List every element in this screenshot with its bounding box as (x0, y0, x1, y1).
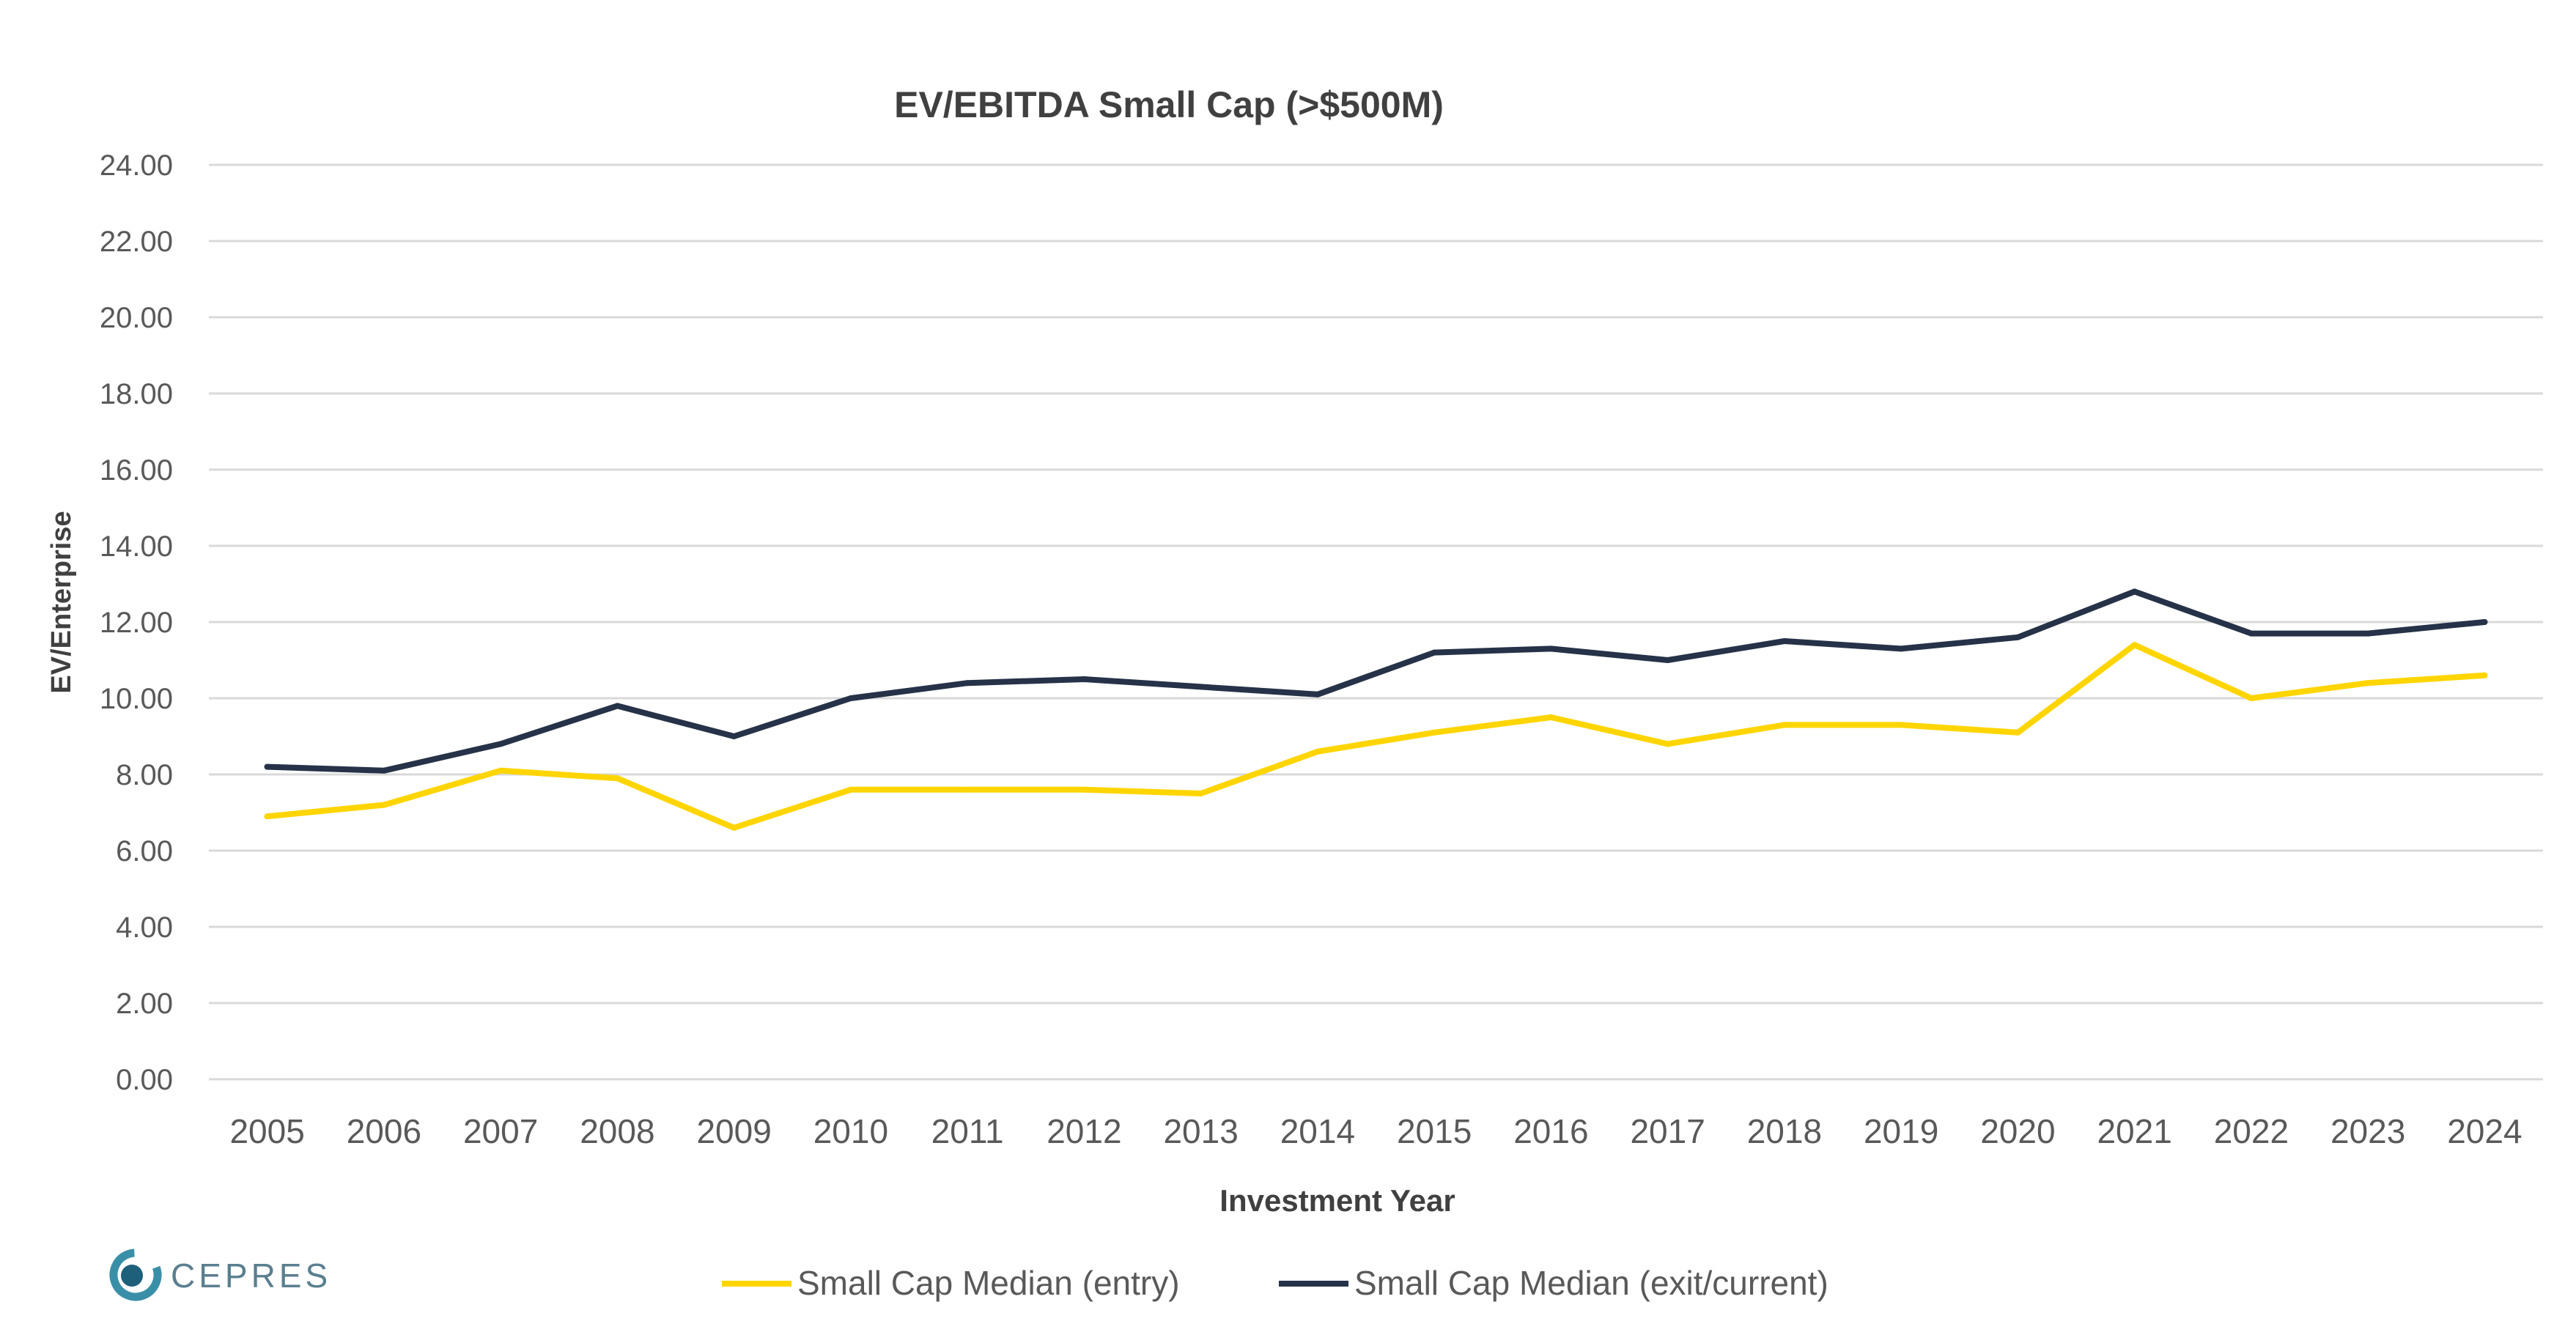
gridlines (209, 163, 2543, 1081)
logo-dot-icon (121, 1265, 143, 1287)
y-tick-label: 2.00 (116, 988, 173, 1020)
data-point (731, 733, 737, 739)
y-tick-label: 6.00 (116, 835, 173, 867)
x-tick-label: 2009 (696, 1112, 771, 1150)
data-point (2015, 634, 2021, 640)
data-point (1314, 748, 1321, 755)
data-point (964, 680, 971, 687)
x-tick-label: 2010 (813, 1112, 888, 1150)
data-point (264, 813, 270, 820)
data-point (498, 767, 504, 774)
data-point (614, 775, 621, 782)
data-point (2365, 680, 2372, 687)
data-point (2481, 672, 2488, 678)
x-tick-label: 2015 (1397, 1112, 1472, 1150)
y-tick-label: 10.00 (100, 683, 173, 715)
logo-ring-icon (109, 1248, 162, 1301)
y-tick-label: 16.00 (100, 454, 173, 486)
x-tick-label: 2020 (1980, 1112, 2055, 1150)
data-point (1197, 684, 1204, 690)
data-point (614, 703, 621, 709)
x-axis-ticks: 2005 2006 2007 2008 2009 2010 2011 2012 2013 2014… (229, 1112, 2522, 1150)
data-point (1431, 649, 1438, 656)
y-tick-label: 8.00 (116, 759, 173, 791)
x-tick-label: 2012 (1047, 1112, 1121, 1150)
data-point (1431, 729, 1438, 736)
x-tick-label: 2006 (347, 1112, 421, 1150)
data-point (731, 824, 737, 831)
data-point (1081, 676, 1088, 682)
x-tick-label: 2014 (1280, 1112, 1355, 1150)
series-line-1 (264, 642, 2488, 831)
data-point (1548, 714, 1554, 720)
x-tick-label: 2005 (229, 1112, 304, 1150)
y-tick-label: 22.00 (100, 226, 173, 258)
chart-title: EV/EBITDA Small Cap (>$500M) (894, 84, 1444, 125)
y-tick-label: 18.00 (100, 378, 173, 410)
data-point (380, 767, 387, 774)
data-point (1081, 786, 1088, 793)
data-point (847, 786, 854, 793)
x-tick-label: 2017 (1630, 1112, 1705, 1150)
legend-label: Small Cap Median (entry) (797, 1264, 1180, 1302)
legend: Small Cap Median (entry) Small Cap Median… (722, 1264, 1828, 1302)
data-point (847, 695, 854, 701)
y-tick-label: 14.00 (100, 530, 173, 563)
data-point (2248, 695, 2254, 701)
y-tick-label: 0.00 (116, 1064, 173, 1096)
data-point (2131, 642, 2138, 648)
legend-label: Small Cap Median (exit/current) (1354, 1264, 1828, 1302)
cepres-logo: CEPRES (109, 1248, 331, 1301)
x-axis-label: Investment Year (1219, 1183, 1455, 1218)
x-tick-label: 2011 (931, 1112, 1004, 1150)
data-point (2481, 619, 2488, 625)
y-axis-ticks: 0.00 2.00 4.00 6.00 8.00 10.00 12.00 14.00 16.00… (100, 149, 173, 1096)
data-point (1664, 657, 1671, 663)
series-lines (264, 588, 2488, 831)
y-tick-label: 12.00 (100, 607, 173, 639)
y-axis-label: EV/Enterprise (46, 511, 77, 693)
data-point (1548, 645, 1554, 652)
data-point (1781, 722, 1787, 728)
y-tick-label: 20.00 (100, 302, 173, 334)
x-tick-label: 2016 (1513, 1112, 1588, 1150)
y-tick-label: 24.00 (100, 149, 173, 182)
x-tick-label: 2013 (1163, 1112, 1238, 1150)
data-point (1898, 722, 1905, 728)
data-point (1197, 791, 1204, 796)
data-point (1781, 638, 1787, 644)
data-point (2015, 729, 2021, 736)
logo-text: CEPRES (171, 1257, 331, 1295)
x-tick-label: 2018 (1747, 1112, 1822, 1150)
data-point (2365, 630, 2372, 637)
data-point (2131, 588, 2138, 595)
y-tick-label: 4.00 (116, 911, 173, 944)
x-tick-label: 2021 (2097, 1112, 2171, 1150)
data-point (1314, 691, 1321, 698)
data-point (2248, 630, 2254, 637)
data-point (498, 741, 504, 747)
data-point (964, 786, 971, 793)
data-point (380, 802, 387, 808)
data-point (1898, 645, 1905, 652)
x-tick-label: 2007 (463, 1112, 538, 1150)
data-point (1664, 741, 1671, 747)
x-tick-label: 2008 (580, 1112, 654, 1150)
x-tick-label: 2024 (2447, 1112, 2522, 1150)
data-point (264, 763, 270, 770)
x-tick-label: 2023 (2330, 1112, 2405, 1150)
series-line-2 (264, 588, 2488, 774)
x-tick-label: 2019 (1864, 1112, 1938, 1150)
x-tick-label: 2022 (2214, 1112, 2289, 1150)
